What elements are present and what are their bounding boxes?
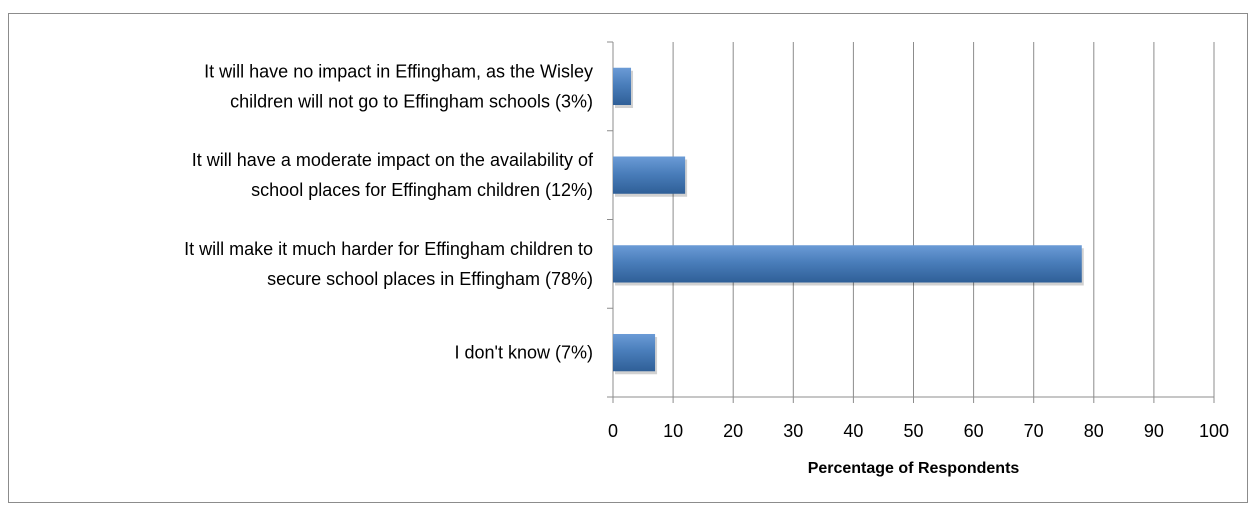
category-label-line: It will have a moderate impact on the av…: [192, 150, 594, 170]
x-tick-label-20: 20: [723, 421, 743, 441]
x-tick-label-50: 50: [903, 421, 923, 441]
x-tick-label-30: 30: [783, 421, 803, 441]
x-tick-label-80: 80: [1084, 421, 1104, 441]
category-label-line: school places for Effingham children (12…: [251, 180, 593, 200]
chart-frame: It will have no impact in Effingham, as …: [8, 13, 1248, 503]
tick-labels: 0 10 20 30 40 50 60 70 80 90 100: [608, 421, 1229, 441]
x-tick-label-0: 0: [608, 421, 618, 441]
category-label-3: It will make it much harder for Effingha…: [184, 239, 593, 289]
x-tick-label-60: 60: [964, 421, 984, 441]
category-label-1: It will have no impact in Effingham, as …: [204, 61, 593, 111]
bar-1: [613, 67, 632, 106]
gridlines: [672, 42, 1215, 397]
bar-3: [613, 245, 1082, 283]
bar-2: [613, 156, 686, 194]
category-label-line: I don't know (7%): [455, 343, 594, 363]
category-label-line: It will have no impact in Effingham, as …: [204, 61, 593, 81]
x-tick-label-40: 40: [843, 421, 863, 441]
category-label-4: I don't know (7%): [455, 343, 594, 363]
category-label-line: It will make it much harder for Effingha…: [184, 239, 593, 259]
x-tick-label-10: 10: [663, 421, 683, 441]
bars: [613, 67, 1084, 375]
category-labels: It will have no impact in Effingham, as …: [184, 61, 594, 362]
x-tick-label-70: 70: [1024, 421, 1044, 441]
category-label-line: secure school places in Effingham (78%): [267, 269, 593, 289]
x-tick-label-100: 100: [1199, 421, 1229, 441]
bar-chart: It will have no impact in Effingham, as …: [184, 41, 1229, 477]
axes: [607, 41, 1215, 403]
bar-4: [613, 333, 656, 372]
x-tick-label-90: 90: [1144, 421, 1164, 441]
x-axis-title: Percentage of Respondents: [808, 460, 1020, 477]
category-label-line: children will not go to Effingham school…: [230, 91, 593, 111]
category-label-2: It will have a moderate impact on the av…: [192, 150, 594, 200]
